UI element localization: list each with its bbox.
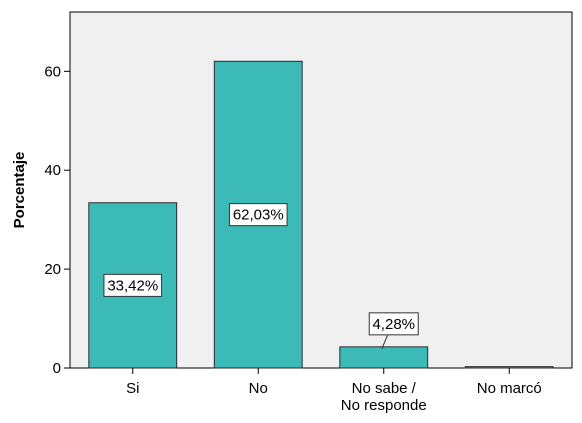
bar bbox=[464, 366, 554, 369]
x-axis: Si No No sabe /No responde No marcó bbox=[126, 368, 542, 414]
data-label-box bbox=[103, 273, 163, 297]
data-label-leader bbox=[381, 334, 389, 350]
x-tick-label: No marcó bbox=[477, 380, 542, 397]
y-axis: 0 20 40 60 bbox=[44, 63, 70, 377]
data-label: 33,42% bbox=[107, 277, 158, 294]
data-label-box bbox=[368, 312, 419, 336]
data-label: 4,28% bbox=[372, 316, 415, 333]
data-label-box bbox=[228, 203, 288, 227]
bar bbox=[339, 346, 429, 369]
x-tick-label: No bbox=[249, 380, 268, 397]
y-tick-label: 20 bbox=[44, 261, 61, 278]
y-tick-label: 40 bbox=[44, 162, 61, 179]
x-tick-label: No sabe / bbox=[352, 380, 417, 397]
x-tick-label: No responde bbox=[341, 397, 427, 414]
data-labels-group: 33,42% 62,03% 4,28% bbox=[103, 203, 419, 350]
x-tick-label: Si bbox=[126, 380, 139, 397]
y-tick-label: 60 bbox=[44, 63, 61, 80]
y-axis-title: Porcentaje bbox=[11, 152, 28, 229]
y-tick-label: 0 bbox=[53, 360, 61, 377]
data-label: 62,03% bbox=[233, 207, 284, 224]
